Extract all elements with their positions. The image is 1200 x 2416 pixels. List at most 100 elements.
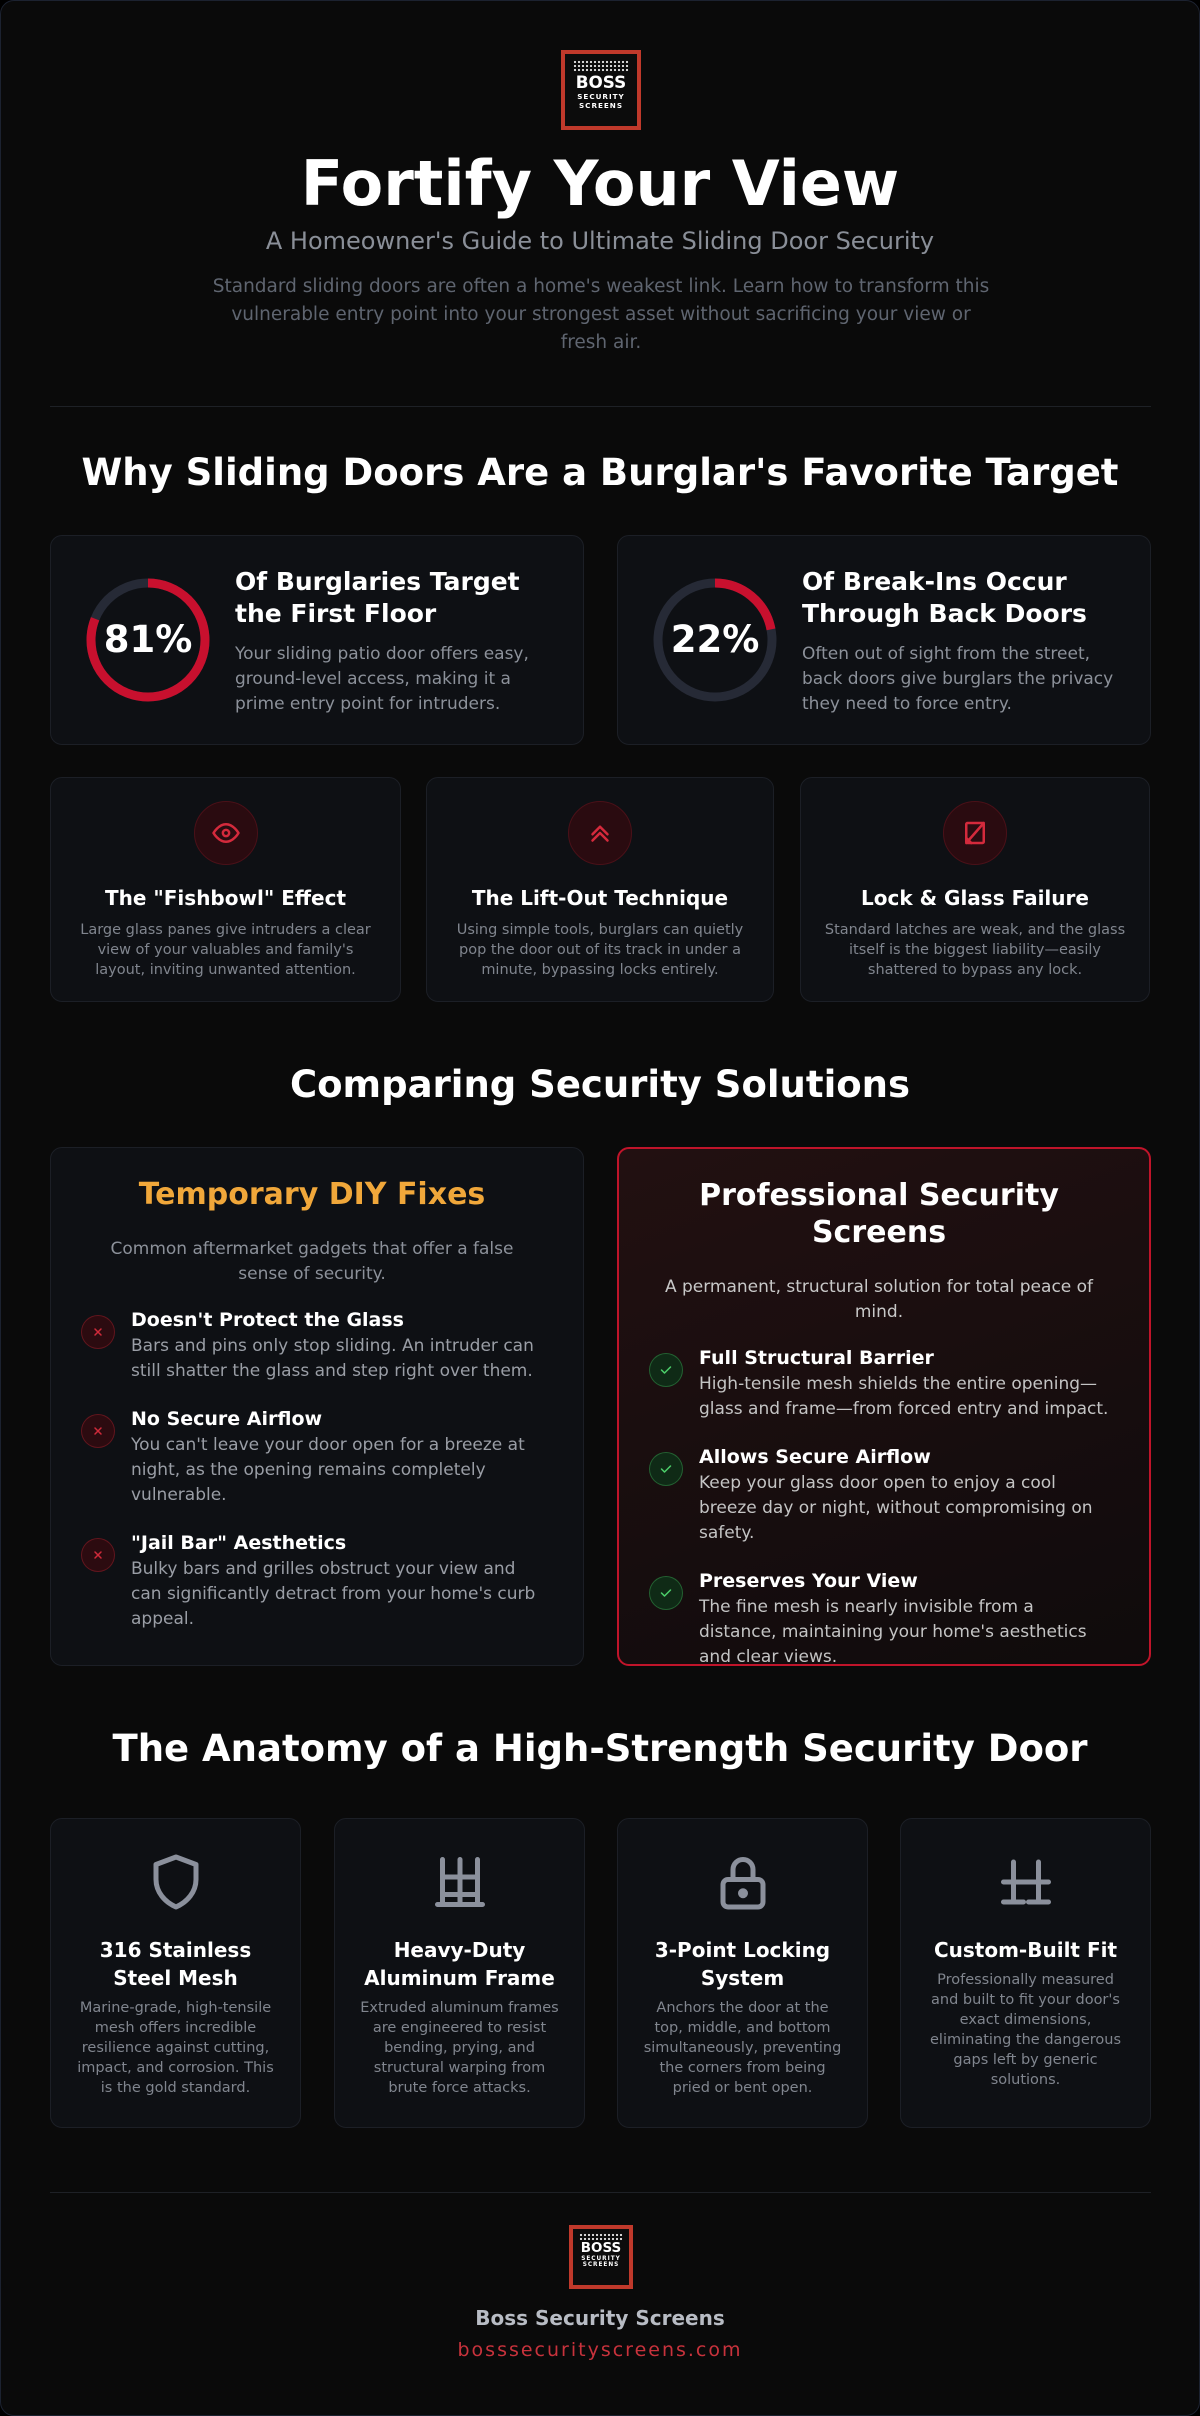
feature-icon [357, 1852, 562, 1912]
icon [153, 1854, 198, 1910]
card-title: Custom-Built Fit [933, 1938, 1118, 1962]
ring: 22% [650, 575, 780, 705]
stat-text: Often out of sight from the street, back… [802, 644, 1114, 714]
compare-item: No Secure Airflow You can't leave your do… [81, 1408, 543, 1508]
divider [50, 406, 1151, 407]
card-text: Professionally measured and built to fit… [930, 1972, 1121, 2088]
compare-item: Full Structural Barrier High-tensile mesh… [649, 1347, 1109, 1422]
icon [660, 1465, 672, 1473]
item-icon [81, 1414, 115, 1448]
card-title: Lock & Glass Failure [861, 886, 1089, 910]
card-title: Heavy-Duty Aluminum Frame [364, 1938, 555, 1990]
icon-circle [943, 801, 1007, 865]
feature-card: 3-Point Locking System Anchors the door a… [617, 1818, 868, 2128]
compare-card: Professional Security Screens A permanent… [617, 1147, 1151, 1667]
item-icon [649, 1452, 683, 1486]
icon-circle [193, 801, 258, 865]
section-title: The Anatomy of a High-Strength Security … [112, 1727, 1088, 1770]
logo-text: SECURITY [581, 2256, 621, 2263]
card-title: 3-Point Locking System [654, 1938, 831, 1990]
card-title: The Lift-Out Technique [471, 886, 729, 910]
icon [94, 1427, 102, 1435]
threat-card: The Lift-Out Technique Using simple tools… [426, 777, 774, 1002]
item-text: High-tensile mesh shields the entire ope… [699, 1374, 1109, 1419]
feature-card: Custom-Built Fit Professionally measured … [900, 1818, 1151, 2128]
footer-name: Boss Security Screens [475, 2306, 725, 2330]
feature-card: 316 Stainless Steel Mesh Marine-grade, hi… [50, 1818, 301, 2128]
compare-item: Allows Secure Airflow Keep your glass doo… [649, 1446, 1109, 1546]
item-icon [81, 1538, 115, 1572]
stat-title: Of Burglaries Target the First Floor [235, 567, 520, 628]
logo: BOSS SECURITY SCREENS [561, 50, 641, 130]
logo-dots [573, 60, 629, 72]
icon [965, 821, 985, 845]
feature-card: Heavy-Duty Aluminum Frame Extruded alumin… [334, 1818, 585, 2128]
threat-card: The "Fishbowl" Effect Large glass panes g… [50, 777, 401, 1002]
item-title: "Jail Bar" Aesthetics [131, 1532, 347, 1554]
logo-text: BOSS [575, 72, 627, 92]
logo-text: SECURITY [577, 91, 625, 101]
card-text: Extruded aluminum frames are engineered … [360, 2000, 559, 2096]
logo-dots [579, 2233, 623, 2241]
item-icon [649, 1353, 683, 1387]
logo-text: SCREENS [582, 2262, 620, 2269]
logo-text: SCREENS [579, 100, 623, 110]
feature-icon [73, 1852, 278, 1912]
ring-svg [86, 578, 210, 702]
intro: Standard sliding doors are often a home'… [212, 276, 990, 353]
stat-body: Of Break-Ins Occur Through Back Doors Oft… [802, 566, 1122, 717]
compare-item: "Jail Bar" Aesthetics Bulky bars and gril… [81, 1532, 543, 1632]
stat-value: 81% [103, 618, 193, 661]
compare-title: Professional Security Screens [699, 1178, 1059, 1250]
icon [94, 1551, 102, 1559]
item-title: Preserves Your View [699, 1570, 918, 1592]
stat-title: Of Break-Ins Occur Through Back Doors [802, 567, 1087, 628]
footer-url: bosssecurityscreens.com [457, 2339, 743, 2361]
compare-title: Temporary DIY Fixes [138, 1177, 486, 1212]
icon [591, 825, 609, 842]
icon [94, 1328, 102, 1336]
item-text: You can't leave your door open for a bre… [131, 1435, 525, 1505]
compare-card: Temporary DIY Fixes Common aftermarket ga… [50, 1147, 584, 1666]
stat-card: 81% Of Burglaries Target the First Floor Y… [50, 535, 584, 745]
card-title: The "Fishbowl" Effect [104, 886, 347, 910]
stat-body: Of Burglaries Target the First Floor Your… [235, 566, 555, 717]
card-text: Using simple tools, burglars can quietly… [456, 922, 744, 978]
item-text: Bars and pins only stop sliding. An intr… [131, 1336, 534, 1381]
icon [660, 1589, 672, 1597]
item-icon [649, 1576, 683, 1610]
compare-item: Preserves Your View The fine mesh is near… [649, 1570, 1109, 1670]
item-body: Preserves Your View The fine mesh is near… [699, 1570, 1109, 1670]
feature-icon [923, 1852, 1128, 1912]
feature-icon [640, 1852, 845, 1912]
section-title: Why Sliding Doors Are a Burglar's Favori… [81, 451, 1119, 494]
icon [660, 1366, 672, 1374]
item-body: Full Structural Barrier High-tensile mesh… [699, 1347, 1109, 1422]
ring-arc [86, 578, 210, 702]
item-title: No Secure Airflow [131, 1408, 323, 1430]
ring: 81% [83, 575, 213, 705]
card-title: 316 Stainless Steel Mesh [99, 1938, 252, 1990]
item-title: Full Structural Barrier [699, 1347, 934, 1369]
item-title: Doesn't Protect the Glass [131, 1309, 404, 1331]
item-text: The fine mesh is nearly invisible from a… [699, 1597, 1087, 1667]
item-body: Allows Secure Airflow Keep your glass doo… [699, 1446, 1109, 1546]
card-text: Marine-grade, high-tensile mesh offers i… [77, 2000, 274, 2096]
section-title: Comparing Security Solutions [289, 1063, 911, 1106]
stat-card: 22% Of Break-Ins Occur Through Back Doors… [617, 535, 1151, 745]
divider [50, 2192, 1151, 2193]
card-text: Standard latches are weak, and the glass… [824, 922, 1126, 978]
item-title: Allows Secure Airflow [699, 1446, 931, 1468]
title: Fortify Your View [300, 147, 900, 220]
item-body: "Jail Bar" Aesthetics Bulky bars and gril… [131, 1532, 543, 1632]
stat-text: Your sliding patio door offers easy, gro… [235, 644, 529, 714]
item-body: Doesn't Protect the Glass Bars and pins o… [131, 1309, 543, 1384]
icon [434, 1857, 485, 1907]
logo: BOSS SECURITY SCREENS [569, 2225, 633, 2289]
item-text: Keep your glass door open to enjoy a coo… [699, 1473, 1093, 1543]
icon [720, 1857, 765, 1910]
item-text: Bulky bars and grilles obstruct your vie… [131, 1559, 536, 1629]
ring-svg [653, 578, 777, 702]
icon-circle [568, 801, 632, 865]
